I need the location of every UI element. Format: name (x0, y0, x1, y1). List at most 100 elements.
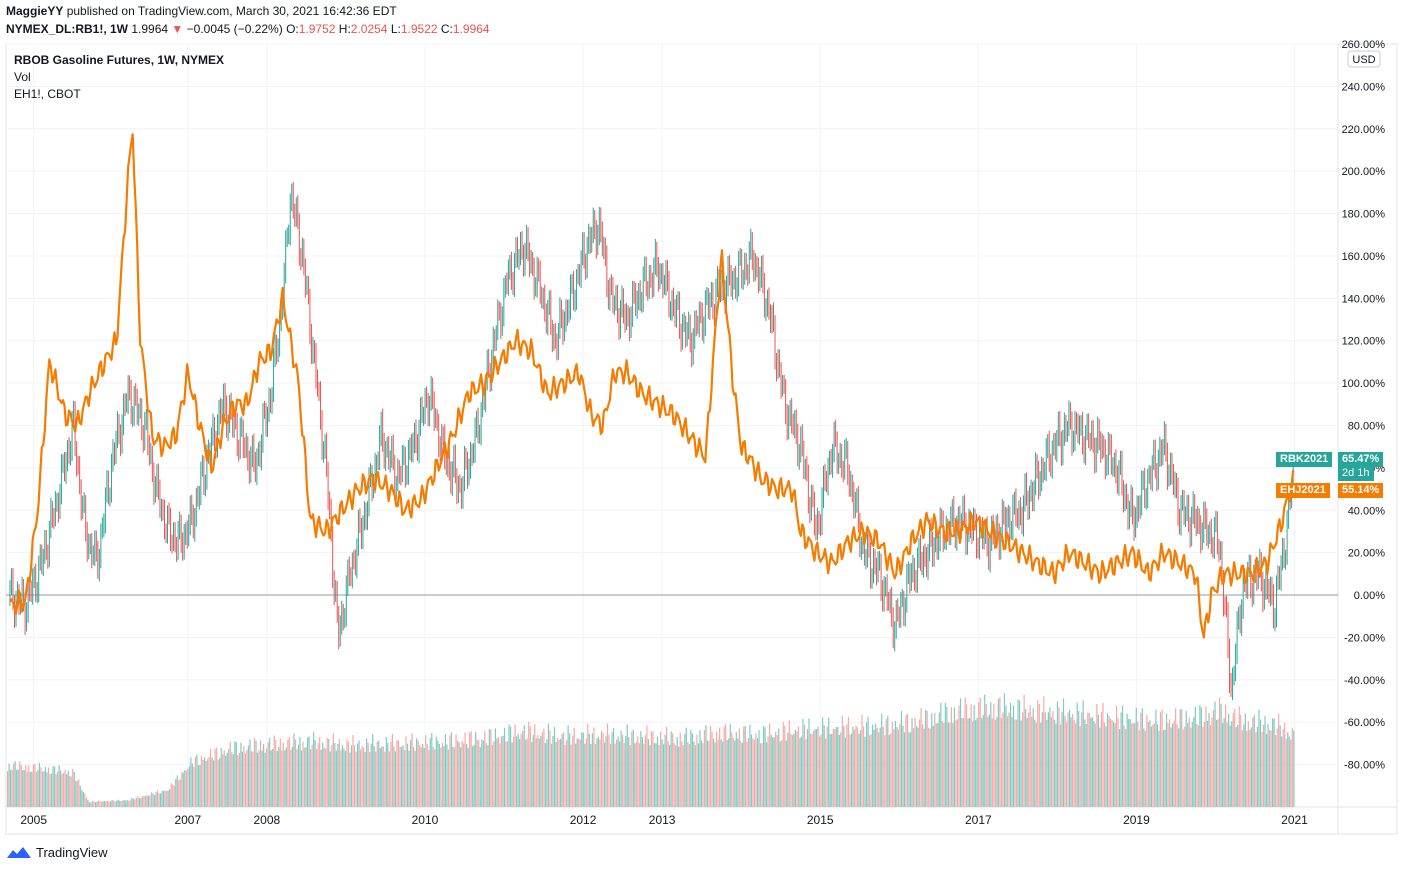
volume-bar (522, 731, 524, 807)
footer-brand[interactable]: TradingView (6, 844, 108, 860)
volume-bar (491, 744, 493, 807)
usd-badge-box[interactable] (1347, 50, 1381, 68)
volume-bar (382, 746, 384, 807)
volume-bar (1222, 722, 1224, 807)
volume-bar (479, 747, 481, 807)
x-tick-label: 2017 (965, 813, 992, 827)
volume-bar (737, 738, 739, 807)
volume-bar (1141, 708, 1143, 807)
volume-bar (181, 772, 183, 807)
volume-bar (837, 726, 839, 807)
volume-bar (388, 751, 390, 807)
legend-volume[interactable]: Vol (14, 70, 31, 84)
volume-bar (553, 727, 556, 807)
publisher[interactable]: MaggieYY (6, 4, 64, 18)
volume-bar (231, 752, 233, 807)
volume-bar (481, 739, 483, 807)
volume-bar (1220, 704, 1222, 807)
volume-bar (28, 765, 30, 807)
volume-bar (252, 751, 254, 807)
volume-bar (815, 729, 818, 807)
volume-bar (1061, 712, 1063, 807)
volume-bar (856, 727, 859, 807)
volume-bar (772, 737, 774, 807)
x-axis-labels: 2005 2007 2008 2010 2012 2013 2015 2017 2019 2021 (20, 813, 1308, 827)
volume-bar (812, 730, 815, 807)
volume-bar (712, 738, 715, 807)
volume-bar (1175, 708, 1177, 807)
legend-compare[interactable]: EH1!, CBOT (14, 87, 81, 101)
high-value: 2.0254 (350, 22, 388, 36)
volume-bar (1040, 722, 1042, 807)
volume-bar (391, 733, 393, 807)
volume-bar (762, 725, 765, 807)
volume-bar (128, 800, 130, 807)
volume-bar (1288, 736, 1290, 807)
volume-bar (641, 737, 643, 807)
volume-bar (314, 740, 316, 807)
volume-bar (1231, 721, 1233, 807)
volume-bar (549, 730, 551, 807)
volume-bar (775, 731, 777, 807)
x-tick-label: 2007 (174, 813, 201, 827)
volume-bar (23, 770, 25, 807)
volume-bar (97, 800, 100, 807)
legend-main-series[interactable]: RBOB Gasoline Futures, 1W, NYMEX (14, 53, 225, 67)
volume-bar (129, 800, 131, 807)
volume-bar (8, 763, 10, 807)
volume-bar (119, 800, 121, 807)
volume-bar (552, 735, 554, 807)
open-label: O: (286, 22, 299, 36)
volume-bar (508, 724, 510, 807)
volume-bar (876, 727, 878, 807)
volume-bar (864, 736, 866, 807)
volume-bar (953, 707, 956, 807)
volume-bar (185, 770, 187, 807)
volume-bar (311, 744, 313, 807)
volume-bar (182, 772, 184, 807)
volume-bar (791, 735, 793, 807)
symbol[interactable]: NYMEX_DL:RB1!, 1W (6, 22, 129, 36)
volume-bar (1170, 727, 1172, 807)
volume-bar (452, 746, 454, 807)
volume-bar (320, 749, 322, 807)
volume-bar (676, 736, 678, 807)
volume-bar (923, 728, 925, 807)
volume-bar (53, 766, 56, 807)
volume-bar (1278, 713, 1280, 807)
volume-bar (862, 726, 865, 807)
volume-bar (67, 770, 69, 807)
volume-bar (34, 763, 36, 807)
volume-bar (337, 743, 339, 807)
volume-bar (1247, 721, 1249, 807)
volume-bar (853, 729, 856, 807)
volume-bar (488, 729, 490, 807)
volume-bar (806, 729, 809, 807)
volume-bar (423, 748, 425, 807)
volume-bar (246, 750, 248, 807)
volume-bar (1290, 739, 1292, 807)
volume-bar (808, 718, 810, 807)
volume-bar (1135, 707, 1137, 807)
volume-bar (1211, 717, 1213, 807)
volume-bar (450, 732, 453, 807)
volume-bar (922, 724, 924, 807)
volume-bar (96, 801, 98, 807)
volume-bar (244, 753, 247, 807)
volume-bar (281, 750, 283, 807)
volume-bar (841, 715, 843, 807)
volume-bar (809, 733, 812, 807)
volume-bar (885, 719, 887, 807)
volume-bar (100, 801, 103, 807)
volume-bar (1064, 716, 1066, 807)
volume-bar (366, 738, 368, 807)
usd-badge[interactable]: USD (1352, 54, 1375, 66)
symbol-line: NYMEX_DL:RB1!, 1W 1.9964 ▼ −0.0045 (−0.2… (6, 22, 490, 36)
volume-bar (1232, 712, 1234, 807)
volume-bar (150, 792, 153, 807)
volume-bar (1070, 717, 1072, 807)
volume-bar (309, 749, 312, 807)
volume-bar (941, 720, 943, 807)
volume-bar (306, 737, 309, 807)
